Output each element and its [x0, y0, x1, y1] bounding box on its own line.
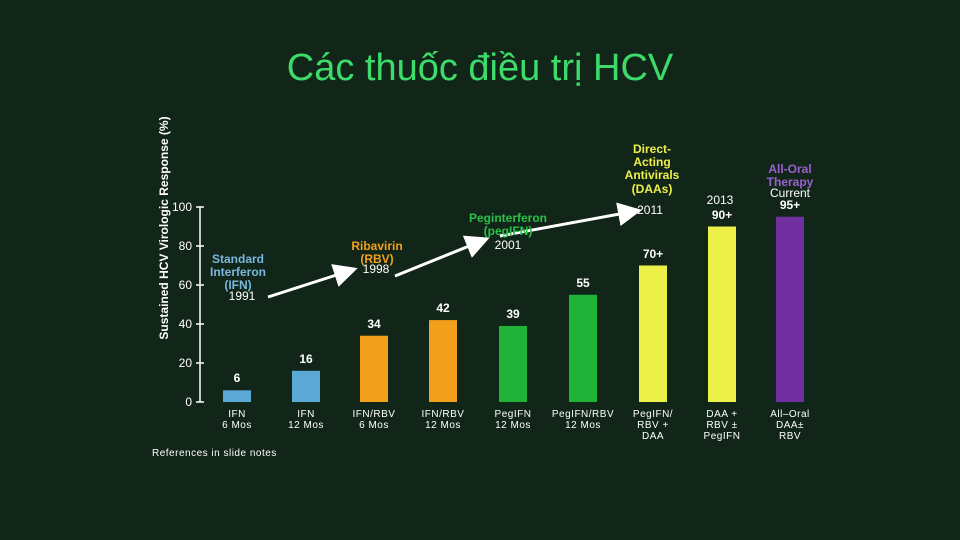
bar: [223, 390, 251, 402]
bar: [292, 370, 320, 402]
annotation-year: 2011: [637, 203, 663, 217]
bar: [499, 325, 527, 402]
y-tick-label: 80: [179, 239, 193, 253]
x-tick-label: IFN 12 Mos: [288, 409, 324, 431]
x-tick-label: PegIFN/ RBV + DAA: [632, 409, 674, 442]
annotation: Ribavirin (RBV): [351, 239, 403, 267]
y-tick-label: 20: [179, 356, 193, 370]
y-tick-label: 0: [185, 395, 192, 409]
annotation: Peginterferon (pegIFN): [468, 211, 547, 239]
x-tick-label: All–Oral DAA± RBV: [770, 409, 810, 442]
annotation-year: 2001: [494, 238, 522, 252]
bar: [429, 320, 457, 402]
y-tick-label: 100: [172, 200, 192, 214]
value-label: 70+: [642, 246, 664, 261]
y-tick-label: 60: [179, 278, 193, 292]
title: Các thuốc điều trị HCV: [286, 47, 674, 89]
x-tick-label: PegIFN/RBV 12 Mos: [551, 409, 615, 431]
year: 2013: [706, 193, 734, 207]
bar: [776, 216, 804, 402]
bar: [360, 335, 388, 402]
bar: [569, 294, 597, 402]
x-tick-label: DAA + RBV ± PegIFN: [703, 409, 741, 442]
annotation: Standard Interferon (IFN): [209, 252, 266, 293]
x-tick-label: IFN/RBV 6 Mos: [352, 409, 396, 431]
annotation: Direct- Acting Antivirals (DAAs): [624, 142, 680, 196]
bar: [639, 265, 667, 402]
annotation-year: 1998: [362, 262, 390, 276]
x-tick-label: IFN 6 Mos: [222, 409, 252, 431]
x-tick-label: PegIFN 12 Mos: [494, 409, 532, 431]
y-tick-label: 40: [179, 317, 193, 331]
value-label: 90+: [711, 207, 733, 222]
value-label: 34: [367, 316, 381, 331]
value-label: 95+: [779, 197, 801, 212]
value-label: 16: [299, 351, 313, 366]
annotation-year: Current: [769, 186, 810, 200]
value-label: 39: [506, 306, 520, 321]
annotation: All-Oral Therapy: [766, 162, 814, 190]
arrow: [499, 202, 642, 238]
y-axis-label: Sustained HCV Virologic Response (%): [157, 116, 171, 340]
bar: [708, 226, 736, 402]
footnote: References in slide notes: [152, 448, 277, 459]
value-label: 55: [576, 275, 590, 290]
annotation-year: 1991: [228, 289, 256, 303]
value-label: 42: [436, 301, 450, 316]
value-label: 6: [233, 371, 241, 386]
arrow: [394, 235, 490, 278]
x-tick-label: IFN/RBV 12 Mos: [421, 409, 465, 431]
arrow: [267, 264, 358, 299]
